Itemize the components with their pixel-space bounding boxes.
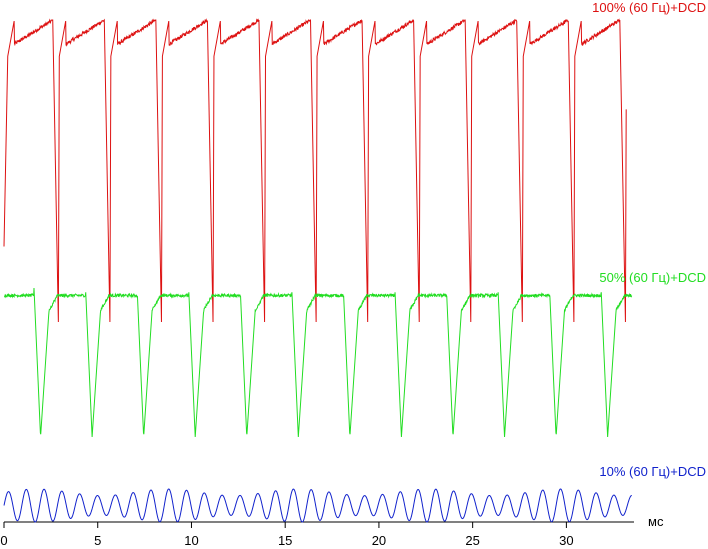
x-tick-label: 30	[559, 533, 573, 548]
series-label: 100% (60 Гц)+DCD	[592, 0, 706, 15]
series-layer	[3, 18, 633, 523]
x-tick-label: 0	[0, 533, 7, 548]
series-line	[3, 18, 627, 323]
series-line	[3, 287, 633, 438]
x-axis: мс 0 5 10 15 20 25 30	[0, 514, 664, 548]
series-labels: 100% (60 Гц)+DCD 50% (60 Гц)+DCD 10% (60 Г…	[592, 0, 706, 479]
series-label: 50% (60 Гц)+DCD	[599, 270, 706, 285]
x-tick-label: 20	[372, 533, 386, 548]
x-tick-label: 15	[278, 533, 292, 548]
x-tick-label: 10	[184, 533, 198, 548]
series-label: 10% (60 Гц)+DCD	[599, 464, 706, 479]
x-tick-label: 25	[465, 533, 479, 548]
x-tick-label: 5	[94, 533, 101, 548]
x-axis-unit-label: мс	[648, 514, 664, 529]
series-line	[3, 488, 632, 523]
